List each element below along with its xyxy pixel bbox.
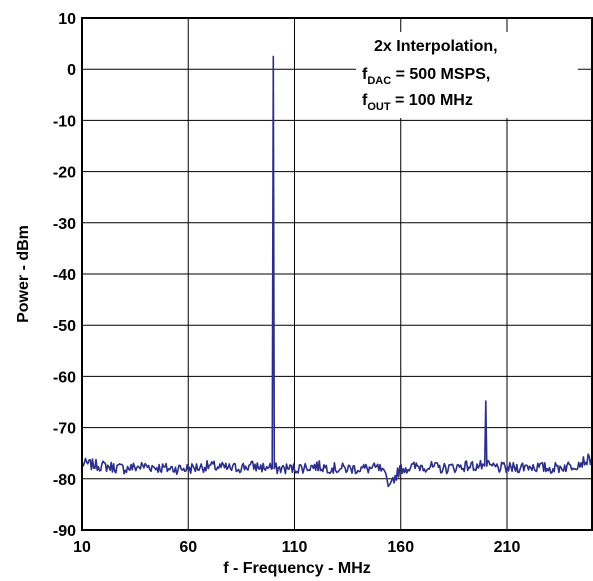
y-axis-title: Power - dBm	[15, 225, 32, 323]
x-tick-label: 110	[282, 539, 308, 556]
y-tick-label: -20	[53, 165, 76, 182]
annotation-line-3: fOUT = 100 MHz	[362, 92, 473, 113]
y-tick-label: 10	[58, 11, 76, 28]
annotation-box: 2x Interpolation, fDAC = 500 MSPS, fOUT …	[356, 32, 578, 118]
y-tick-label: -10	[53, 113, 76, 130]
annotation-line-1: 2x Interpolation,	[374, 38, 498, 55]
y-tick-label: -30	[53, 216, 76, 233]
y-tick-label: -90	[53, 523, 76, 540]
series-layer	[81, 55, 593, 488]
x-axis-title: f - Frequency - MHz	[223, 560, 371, 577]
y-tick-label: -70	[53, 421, 76, 438]
x-tick-label: 160	[387, 539, 414, 556]
x-tick-labels: 10 60 110 160 210	[73, 539, 520, 556]
x-tick-label: 10	[73, 539, 91, 556]
y-tick-label: -80	[53, 472, 76, 489]
plot-frame	[81, 17, 593, 531]
annotation-line-2: fDAC = 500 MSPS,	[362, 66, 490, 87]
y-tick-label: 0	[67, 62, 76, 79]
spectrum-trace	[81, 55, 593, 488]
y-tick-label: -60	[53, 369, 76, 386]
y-tick-labels: 10 0 -10 -20 -30 -40 -50 -60 -70 -80 -90	[53, 11, 76, 540]
y-tick-label: -50	[53, 318, 76, 335]
x-tick-label: 60	[179, 539, 197, 556]
y-tick-label: -40	[53, 267, 76, 284]
annotation-background	[356, 32, 578, 118]
x-tick-label: 210	[494, 539, 521, 556]
